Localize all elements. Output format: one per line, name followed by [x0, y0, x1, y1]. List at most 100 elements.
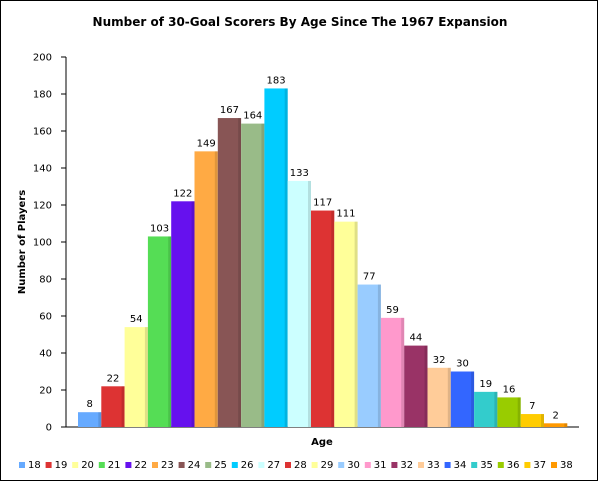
legend-label-36: 36 — [507, 460, 520, 471]
bar-age-30 — [357, 284, 381, 427]
y-tick-label: 200 — [33, 53, 52, 64]
legend-label-29: 29 — [321, 460, 334, 471]
data-label-age-29: 111 — [336, 209, 355, 220]
legend-label-27: 27 — [267, 460, 280, 471]
data-label-age-18: 8 — [86, 399, 92, 410]
bar-shade — [517, 397, 521, 427]
bar-shade — [121, 386, 125, 427]
data-label-age-35: 19 — [479, 379, 492, 390]
data-label-age-27: 133 — [290, 168, 309, 179]
bar-age-23 — [194, 151, 218, 427]
y-axis-title: Number of Players — [17, 190, 28, 294]
y-tick-label: 60 — [39, 312, 52, 323]
data-label-age-32: 44 — [409, 333, 422, 344]
data-label-age-36: 16 — [503, 384, 516, 395]
legend-label-18: 18 — [28, 460, 41, 471]
legend-label-34: 34 — [454, 460, 467, 471]
legend-swatch-22 — [125, 462, 132, 468]
legend-label-20: 20 — [81, 460, 94, 471]
legend-label-24: 24 — [188, 460, 201, 471]
legend-swatch-34 — [444, 462, 451, 468]
y-tick-label: 0 — [46, 423, 52, 434]
legend-swatch-23 — [152, 462, 158, 468]
legend-label-33: 33 — [427, 460, 440, 471]
bar-age-19 — [101, 386, 125, 427]
data-label-age-28: 117 — [313, 198, 332, 209]
y-tick-label: 80 — [39, 275, 52, 286]
y-tick-label: 160 — [33, 127, 52, 138]
legend-label-28: 28 — [294, 460, 307, 471]
legend-label-25: 25 — [214, 460, 227, 471]
legend-label-22: 22 — [134, 460, 147, 471]
x-axis-title: Age — [311, 437, 333, 448]
legend-label-32: 32 — [400, 460, 413, 471]
bar-age-25 — [241, 123, 265, 427]
legend-swatch-29 — [311, 462, 318, 468]
bar-shade — [494, 391, 498, 427]
bar-shade — [284, 88, 288, 427]
bar-shade — [191, 201, 195, 427]
legend-swatch-35 — [471, 462, 478, 468]
bar-shade — [214, 151, 218, 427]
bar-shade — [238, 118, 242, 428]
bar-age-20 — [124, 327, 148, 427]
legend-label-26: 26 — [241, 460, 254, 471]
data-label-age-23: 149 — [197, 138, 216, 149]
data-label-age-24: 167 — [220, 105, 239, 116]
bar-shade — [564, 423, 568, 427]
legend-swatch-25 — [205, 462, 212, 468]
bar-shade — [98, 412, 102, 427]
legend-label-37: 37 — [533, 460, 546, 471]
data-label-age-26: 183 — [267, 75, 286, 86]
data-label-age-37: 7 — [529, 401, 535, 412]
data-label-age-31: 59 — [386, 305, 399, 316]
legend-label-35: 35 — [480, 460, 493, 471]
bar-age-29 — [334, 221, 358, 427]
data-label-age-34: 30 — [456, 359, 469, 370]
y-tick-label: 40 — [39, 349, 52, 360]
bar-age-31 — [380, 317, 405, 427]
legend-swatch-31 — [364, 462, 371, 468]
bar-age-35 — [474, 391, 498, 427]
bar-shade — [377, 284, 381, 427]
data-labels-group: 8225410312214916716418313311711177594432… — [86, 75, 558, 421]
bar-shade — [424, 345, 428, 427]
bar-shade — [354, 221, 358, 427]
data-label-age-30: 77 — [363, 272, 376, 283]
bar-age-24 — [217, 118, 242, 428]
bar-age-26 — [264, 88, 288, 427]
legend-label-31: 31 — [374, 460, 387, 471]
bars-group — [78, 88, 568, 428]
bar-age-36 — [497, 397, 521, 427]
bar-age-37 — [520, 414, 544, 427]
legend-swatch-37 — [524, 462, 531, 468]
bar-shade — [308, 180, 311, 427]
bar-age-27 — [287, 180, 311, 427]
data-label-age-25: 164 — [243, 111, 262, 122]
legend-label-21: 21 — [108, 460, 121, 471]
bar-shade — [168, 236, 172, 427]
legend-swatch-32 — [391, 462, 398, 468]
bar-age-38 — [544, 423, 568, 427]
legend-swatch-21 — [98, 462, 105, 468]
legend-label-30: 30 — [347, 460, 360, 471]
data-label-age-21: 103 — [150, 223, 169, 234]
data-label-age-20: 54 — [130, 314, 143, 325]
bar-shade — [144, 327, 148, 427]
bar-shade — [261, 123, 265, 427]
data-label-age-38: 2 — [552, 410, 558, 421]
legend-label-19: 19 — [55, 460, 68, 471]
chart-title: Number of 30-Goal Scorers By Age Since T… — [93, 15, 508, 29]
legend-swatch-33 — [418, 462, 424, 468]
legend-swatch-19 — [45, 462, 52, 468]
y-tick-label: 120 — [33, 201, 52, 212]
legend-label-38: 38 — [560, 460, 573, 471]
y-tick-label: 20 — [39, 386, 52, 397]
y-tick-label: 140 — [33, 164, 52, 175]
legend-swatch-36 — [497, 462, 504, 468]
legend-swatch-28 — [285, 462, 291, 468]
legend-swatch-18 — [19, 462, 25, 468]
bar-shade — [401, 317, 405, 427]
legend-label-23: 23 — [161, 460, 174, 471]
legend-swatch-30 — [338, 462, 345, 468]
